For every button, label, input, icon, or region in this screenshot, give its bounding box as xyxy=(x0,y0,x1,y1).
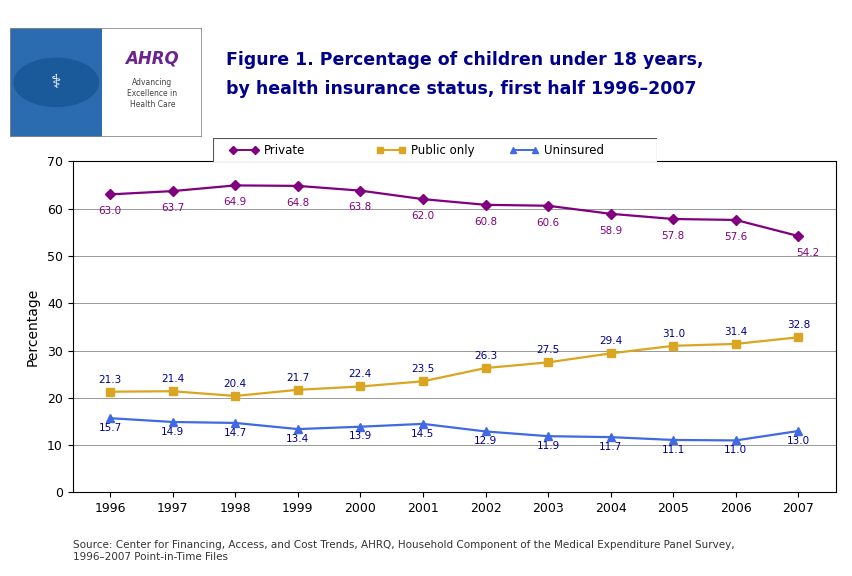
Text: Excellence in: Excellence in xyxy=(127,89,177,98)
Circle shape xyxy=(14,58,99,107)
Text: 62.0: 62.0 xyxy=(411,211,434,221)
Text: 57.6: 57.6 xyxy=(723,232,746,242)
FancyBboxPatch shape xyxy=(102,28,202,137)
Text: 63.8: 63.8 xyxy=(348,202,371,213)
FancyBboxPatch shape xyxy=(10,28,102,137)
Text: 31.0: 31.0 xyxy=(661,329,684,339)
Text: 22.4: 22.4 xyxy=(348,369,371,380)
Text: Public only: Public only xyxy=(410,144,474,157)
Text: 63.7: 63.7 xyxy=(161,203,184,213)
Text: 32.8: 32.8 xyxy=(786,320,809,330)
Text: 58.9: 58.9 xyxy=(598,226,622,236)
Text: Figure 1. Percentage of children under 18 years,: Figure 1. Percentage of children under 1… xyxy=(226,51,703,70)
Text: 20.4: 20.4 xyxy=(223,379,246,389)
Text: 57.8: 57.8 xyxy=(661,231,684,241)
Text: 13.9: 13.9 xyxy=(348,431,371,441)
Text: 63.0: 63.0 xyxy=(98,206,122,216)
Text: 64.8: 64.8 xyxy=(285,198,309,208)
Text: 11.7: 11.7 xyxy=(598,442,622,452)
Text: 60.6: 60.6 xyxy=(536,218,559,228)
Text: 12.9: 12.9 xyxy=(474,436,497,446)
Text: 27.5: 27.5 xyxy=(536,345,559,355)
Text: 21.4: 21.4 xyxy=(161,374,184,384)
Text: Advancing: Advancing xyxy=(132,78,172,87)
Text: 13.4: 13.4 xyxy=(285,434,309,444)
Text: Health Care: Health Care xyxy=(130,100,175,109)
Text: 13.0: 13.0 xyxy=(786,435,809,446)
Text: 11.1: 11.1 xyxy=(661,445,684,454)
Text: 21.3: 21.3 xyxy=(98,374,122,385)
FancyBboxPatch shape xyxy=(213,138,656,162)
Text: by health insurance status, first half 1996–2007: by health insurance status, first half 1… xyxy=(226,80,696,98)
Text: 26.3: 26.3 xyxy=(474,351,497,361)
Text: 14.7: 14.7 xyxy=(223,427,246,438)
Text: ⚕: ⚕ xyxy=(51,73,61,92)
Text: AHRQ: AHRQ xyxy=(125,50,179,67)
Y-axis label: Percentage: Percentage xyxy=(26,288,40,366)
Text: Private: Private xyxy=(264,144,305,157)
Text: 29.4: 29.4 xyxy=(598,336,622,346)
Text: 15.7: 15.7 xyxy=(98,423,122,433)
Text: 64.9: 64.9 xyxy=(223,197,246,207)
Text: 11.0: 11.0 xyxy=(723,445,746,455)
Text: 31.4: 31.4 xyxy=(723,327,746,337)
Text: 60.8: 60.8 xyxy=(474,217,497,226)
Text: 54.2: 54.2 xyxy=(795,248,819,258)
Text: 21.7: 21.7 xyxy=(285,373,309,382)
Text: 14.5: 14.5 xyxy=(411,429,434,438)
Text: Uninsured: Uninsured xyxy=(543,144,603,157)
Text: 23.5: 23.5 xyxy=(411,364,434,374)
Text: 11.9: 11.9 xyxy=(536,441,559,451)
Text: 14.9: 14.9 xyxy=(161,427,184,437)
Text: Source: Center for Financing, Access, and Cost Trends, AHRQ, Household Component: Source: Center for Financing, Access, an… xyxy=(72,540,734,562)
